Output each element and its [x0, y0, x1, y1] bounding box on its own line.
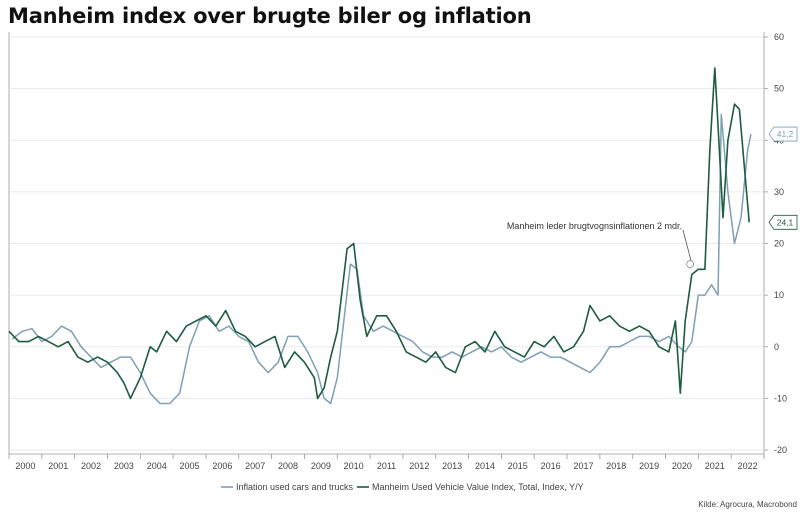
x-tick-label: 2019 — [639, 461, 659, 471]
y-tick-label: -10 — [774, 393, 787, 403]
x-tick-label: 2000 — [15, 461, 35, 471]
end-value-labels: 41,2 24,1 — [768, 126, 798, 230]
y-tick-label: 60 — [774, 32, 784, 42]
source-note: Kilde: Agrocura, Macrobond — [698, 500, 797, 509]
x-tick-label: 2008 — [278, 461, 298, 471]
x-tick-label: 2021 — [705, 461, 725, 471]
gridlines — [9, 36, 764, 451]
annotation-marker — [686, 260, 695, 269]
x-tick-label: 2002 — [81, 461, 101, 471]
x-tick-label: 2017 — [573, 461, 593, 471]
x-tick-label: 2015 — [508, 461, 528, 471]
x-tick-label: 2020 — [672, 461, 692, 471]
x-tick-label: 2005 — [180, 461, 200, 471]
legend-label-manheim: Manheim Used Vehicle Value Index, Total,… — [372, 482, 584, 492]
x-tick-label: 2013 — [442, 461, 462, 471]
end-label-value: 24,1 — [777, 217, 794, 227]
x-tick-label: 2022 — [738, 461, 758, 471]
annotation-text: Manheim leder brugtvognsinflationen 2 md… — [507, 221, 682, 231]
x-tick-label: 2014 — [475, 461, 495, 471]
x-tick-label: 2003 — [114, 461, 134, 471]
y-tick-label: 50 — [774, 84, 784, 94]
x-tick-label: 2006 — [212, 461, 232, 471]
x-tick-label: 2012 — [409, 461, 429, 471]
series-lines — [8, 67, 752, 405]
x-tick-label: 2011 — [377, 461, 396, 471]
x-tick-label: 2018 — [606, 461, 626, 471]
annotation: Manheim leder brugtvognsinflationen 2 md… — [507, 221, 695, 269]
end-label-badge — [768, 126, 798, 142]
y-tick-label: -20 — [774, 445, 787, 455]
series-line-used-cars — [11, 113, 752, 405]
annotation-leader-line — [682, 229, 692, 262]
y-axis-ticks: -20-100102030405060 — [764, 32, 787, 455]
x-tick-label: 2007 — [245, 461, 265, 471]
x-tick-label: 2016 — [541, 461, 561, 471]
legend: Inflation used cars and trucks Manheim U… — [221, 482, 584, 492]
y-tick-label: 20 — [774, 239, 784, 249]
x-tick-label: 2001 — [48, 461, 68, 471]
end-label-badge — [768, 214, 798, 230]
x-tick-label: 2010 — [344, 461, 364, 471]
chart-title: Manheim index over brugte biler og infla… — [8, 4, 532, 28]
y-tick-label: 10 — [774, 290, 784, 300]
x-tick-label: 2009 — [311, 461, 331, 471]
y-tick-label: 30 — [774, 187, 784, 197]
series-line-manheim — [8, 67, 750, 400]
end-label-value: 41,2 — [777, 129, 794, 139]
x-tick-label: 2004 — [147, 461, 167, 471]
x-axis-ticks: 2000 2001 2002 2003 2004 2005 2006 2007 2008 2009… — [8, 454, 765, 471]
legend-label-used-cars: Inflation used cars and trucks — [236, 482, 354, 492]
y-tick-label: 0 — [774, 342, 779, 352]
